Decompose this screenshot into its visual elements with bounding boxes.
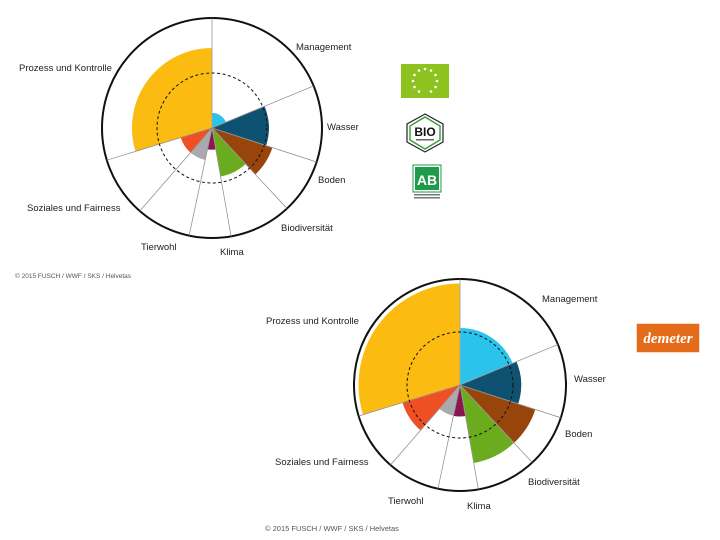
radial-line	[139, 127, 213, 212]
reference-ring	[156, 72, 268, 184]
axis-label-klima-2: Klima	[467, 501, 491, 512]
reference-ring	[406, 331, 514, 439]
eu-stars-leaf-icon	[411, 67, 439, 93]
axis-label-wasser-2: Wasser	[574, 374, 606, 385]
bio-logo-text: BIO	[414, 125, 435, 139]
copyright-note-2: © 2015 FUSCH / WWF / SKS / Helvetas	[265, 524, 399, 533]
demeter-logo-text: demeter	[643, 331, 692, 347]
radial-line	[211, 85, 314, 129]
sector-management	[459, 327, 514, 386]
radial-line	[459, 384, 533, 463]
axis-label-tierwohl-2: Tierwohl	[388, 496, 424, 507]
sector-prozess-und-kontrolle	[357, 282, 461, 416]
polar-chart-2	[353, 278, 567, 492]
radial-line	[459, 344, 559, 386]
eu-organic-logo	[401, 64, 449, 98]
sector-prozess-und-kontrolle	[131, 47, 213, 152]
axis-label-management: Management	[296, 42, 352, 53]
demeter-logo: demeter	[635, 322, 701, 354]
axis-label-soziales-2: Soziales und Fairness	[275, 457, 369, 468]
axis-label-tierwohl: Tierwohl	[141, 242, 177, 253]
axis-label-soziales: Soziales und Fairness	[27, 203, 121, 214]
axis-label-biodiversitaet: Biodiversität	[281, 223, 333, 234]
radial-line	[211, 127, 232, 237]
axis-label-boden: Boden	[318, 175, 345, 186]
bio-hexagon-logo: BIO	[406, 113, 444, 153]
axis-label-management-2: Management	[542, 294, 598, 305]
axis-label-boden-2: Boden	[565, 429, 592, 440]
axis-label-wasser: Wasser	[327, 122, 359, 133]
radial-line	[390, 384, 461, 466]
axis-label-biodiversitaet-2: Biodiversität	[528, 477, 580, 488]
copyright-note-1: © 2015 FUSCH / WWF / SKS / Helvetas	[15, 272, 132, 280]
ab-logo-text: AB	[417, 172, 437, 188]
polar-chart-1	[101, 17, 323, 239]
radial-line	[188, 127, 213, 236]
axis-label-prozess: Prozess und Kontrolle	[19, 63, 112, 74]
axis-label-klima: Klima	[220, 247, 244, 258]
axis-label-prozess-2: Prozess und Kontrolle	[266, 316, 359, 327]
ab-agriculture-biologique-logo: AB	[412, 164, 442, 199]
